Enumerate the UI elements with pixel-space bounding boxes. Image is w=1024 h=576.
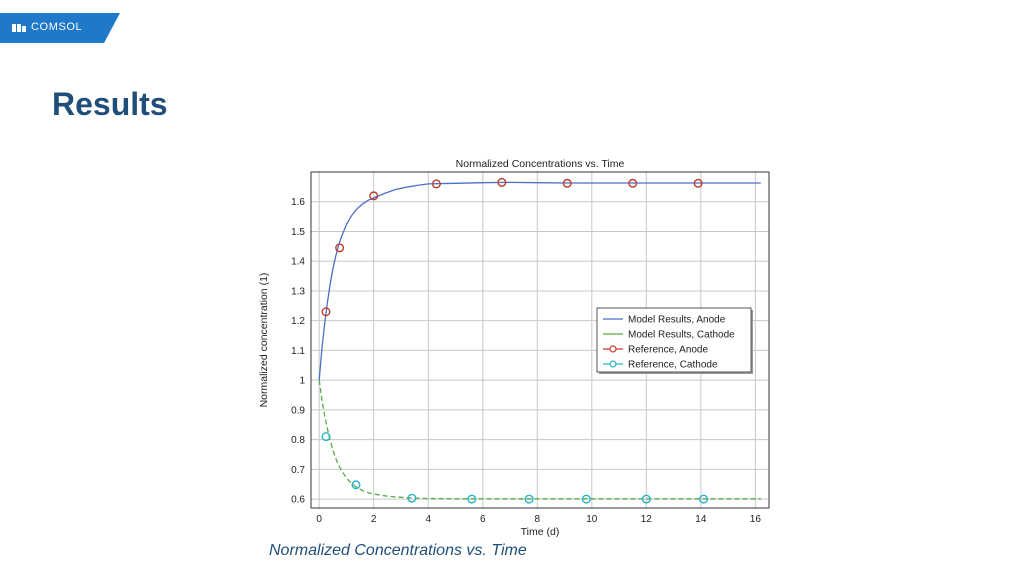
data-point-reference-cathode [407, 493, 417, 503]
data-point-reference-cathode [581, 494, 591, 504]
x-tick-label: 6 [480, 514, 486, 525]
series-line-model-cathode [318, 380, 761, 500]
series-line-model-anode [318, 181, 761, 381]
y-tick-label: 1.2 [291, 316, 305, 327]
data-point-reference-cathode [641, 494, 651, 504]
x-tick-label: 2 [371, 514, 377, 525]
legend-label: Model Results, Cathode [628, 330, 735, 341]
data-point-reference-cathode [351, 480, 361, 490]
x-axis-label: Time (d) [521, 526, 560, 537]
legend-marker [609, 360, 617, 368]
data-point-reference-anode [431, 179, 441, 189]
y-tick-label: 0.8 [291, 435, 305, 446]
legend-marker [609, 345, 617, 353]
y-tick-label: 1.1 [291, 346, 305, 357]
y-tick-label: 1.3 [291, 286, 305, 297]
data-point-reference-anode [335, 243, 345, 253]
brand-banner [0, 13, 120, 43]
y-tick-label: 1.6 [291, 197, 305, 208]
x-tick-label: 10 [586, 514, 598, 525]
data-point-reference-cathode [699, 494, 709, 504]
y-tick-label: 1.4 [291, 257, 305, 268]
legend-label: Model Results, Anode [628, 315, 726, 326]
data-point-reference-anode [562, 178, 572, 188]
data-point-reference-anode [497, 177, 507, 187]
x-tick-label: 12 [641, 514, 653, 525]
brand-name: COMSOL [31, 21, 83, 33]
data-point-reference-cathode [321, 432, 331, 442]
y-tick-label: 0.9 [291, 405, 305, 416]
concentration-chart: 0 2 4 6 8 10 12 14 16 0.6 0.7 0.8 0.9 1 1.1 1.2 1.3 1.4 1.… [258, 158, 770, 537]
x-tick-label: 4 [425, 514, 431, 525]
y-tick-label: 1.5 [291, 227, 305, 238]
data-point-reference-anode [693, 178, 703, 188]
data-point-reference-cathode [467, 494, 477, 504]
plot-frame [310, 171, 770, 509]
y-axis-label: Normalized concentration (1) [258, 273, 270, 408]
x-tick-label: 16 [750, 514, 762, 525]
x-tick-label: 14 [695, 514, 707, 525]
data-point-reference-anode [369, 191, 379, 201]
legend-label: Reference, Anode [628, 345, 708, 356]
x-tick-label: 8 [534, 514, 540, 525]
comsol-logo-icon [12, 24, 26, 32]
y-tick-label: 0.7 [291, 465, 305, 476]
y-tick-label: 1 [299, 376, 305, 387]
data-point-reference-cathode [524, 494, 534, 504]
legend-label: Reference, Cathode [628, 360, 718, 371]
data-point-reference-anode [628, 178, 638, 188]
x-tick-label: 0 [316, 514, 322, 525]
slide-title: Results [52, 86, 168, 122]
chart-title: Normalized Concentrations vs. Time [456, 158, 625, 170]
data-point-reference-anode [321, 307, 331, 317]
y-tick-label: 0.6 [291, 495, 305, 506]
brand-logo: COMSOL [0, 13, 120, 43]
figure-caption: Normalized Concentrations vs. Time [269, 542, 527, 559]
